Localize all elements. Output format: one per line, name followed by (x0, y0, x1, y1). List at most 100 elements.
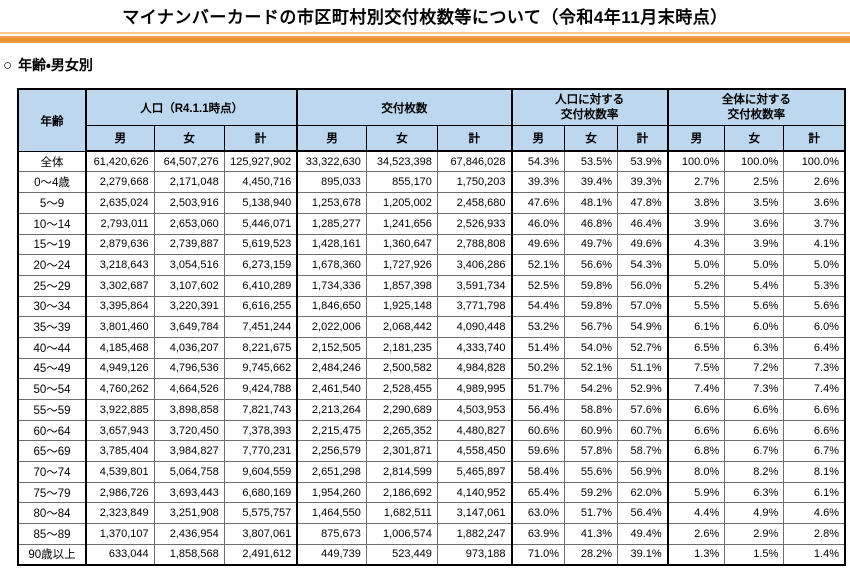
page-title: マイナンバーカードの市区町村別交付枚数等について（令和4年11月末時点） (122, 8, 728, 27)
value-cell: 1,360,647 (365, 233, 438, 256)
value-cell: 5,575,757 (223, 502, 298, 525)
age-cell: 70～74 (17, 461, 87, 483)
table-row: 25～29 3,302,687 3,107,602 6,410,289 1,734,33… (17, 274, 846, 297)
value-cell: 64,507,276 (153, 150, 225, 173)
table-row: 全体 61,420,626 64,507,276 125,927,902 33,322,… (17, 150, 846, 173)
value-cell: 5,446,071 (223, 212, 298, 235)
value-cell: 60.6% (510, 419, 566, 442)
subheader-male: 男 (296, 124, 367, 153)
value-cell: 5.2% (666, 274, 726, 297)
value-cell: 33,322,630 (296, 150, 367, 173)
value-cell: 4,949,126 (85, 357, 155, 380)
value-cell: 3,220,391 (153, 295, 225, 318)
accent-divider (0, 32, 850, 44)
value-cell: 41.3% (564, 523, 619, 545)
value-cell: 4.1% (783, 233, 846, 256)
value-cell: 9,604,559 (223, 461, 298, 483)
value-cell: 2,171,048 (153, 171, 225, 194)
value-cell: 2,793,011 (85, 212, 155, 235)
value-cell: 51.1% (617, 357, 669, 380)
value-cell: 1.4% (783, 543, 846, 566)
value-cell: 5.6% (783, 295, 846, 318)
table-row: 65～69 3,785,404 3,984,827 7,770,231 2,256,57… (17, 440, 846, 463)
header-rate-vs-total-group: 全体に対する 交付枚数率 (666, 88, 846, 126)
value-cell: 56.7% (564, 316, 619, 338)
value-cell: 1,006,574 (365, 523, 438, 545)
value-cell: 4,036,207 (153, 336, 225, 359)
age-cell: 65～69 (17, 440, 87, 463)
value-cell: 2,256,579 (296, 440, 367, 463)
age-cell: 25～29 (17, 274, 87, 297)
value-cell: 3.8% (666, 192, 726, 214)
value-cell: 60.9% (564, 419, 619, 442)
value-cell: 3.5% (724, 192, 785, 214)
value-cell: 5.5% (666, 295, 726, 318)
value-cell: 3,922,885 (85, 399, 155, 421)
age-cell: 15～19 (17, 233, 87, 256)
value-cell: 4,450,716 (223, 171, 298, 194)
value-cell: 5,465,897 (436, 461, 513, 483)
value-cell: 7.4% (783, 378, 846, 400)
value-cell: 54.0% (564, 336, 619, 359)
value-cell: 3,720,450 (153, 419, 225, 442)
value-cell: 28.2% (564, 543, 619, 566)
value-cell: 9,745,662 (223, 357, 298, 380)
value-cell: 973,188 (436, 543, 513, 566)
value-cell: 51.4% (510, 336, 566, 359)
value-cell: 52.9% (617, 378, 669, 400)
value-cell: 54.2% (564, 378, 619, 400)
value-cell: 58.4% (510, 461, 566, 483)
value-cell: 4,989,995 (436, 378, 513, 400)
value-cell: 2,879,636 (85, 233, 155, 256)
value-cell: 52.7% (617, 336, 669, 359)
header-population-group: 人口（R4.1.1時点） (85, 88, 298, 126)
value-cell: 1,954,260 (296, 481, 367, 504)
value-cell: 2,213,264 (296, 399, 367, 421)
value-cell: 875,673 (296, 523, 367, 545)
value-cell: 2,503,916 (153, 192, 225, 214)
value-cell: 2,290,689 (365, 399, 438, 421)
value-cell: 125,927,902 (223, 150, 298, 173)
value-cell: 2.6% (666, 523, 726, 545)
value-cell: 58.8% (564, 399, 619, 421)
value-cell: 3,251,908 (153, 502, 225, 525)
value-cell: 3,147,061 (436, 502, 513, 525)
subheader-total: 計 (223, 124, 298, 153)
value-cell: 2,022,006 (296, 316, 367, 338)
value-cell: 47.8% (617, 192, 669, 214)
value-cell: 1,464,550 (296, 502, 367, 525)
table-body: 全体 61,420,626 64,507,276 125,927,902 33,322,… (17, 150, 846, 566)
value-cell: 53.5% (564, 150, 619, 173)
value-cell: 7,451,244 (223, 316, 298, 338)
value-cell: 59.8% (564, 274, 619, 297)
value-cell: 6.6% (666, 419, 726, 442)
value-cell: 1,727,926 (365, 254, 438, 276)
value-cell: 1,241,656 (365, 212, 438, 235)
value-cell: 6.3% (724, 481, 785, 504)
table-row: 0～4歳 2,279,668 2,171,048 4,450,716 895,033 85… (17, 171, 846, 194)
value-cell: 71.0% (510, 543, 566, 566)
value-cell: 49.6% (510, 233, 566, 256)
subheader-male: 男 (666, 124, 726, 153)
value-cell: 4,760,262 (85, 378, 155, 400)
value-cell: 3.7% (783, 212, 846, 235)
value-cell: 56.0% (617, 274, 669, 297)
value-cell: 54.9% (617, 316, 669, 338)
value-cell: 6,616,255 (223, 295, 298, 318)
value-cell: 523,449 (365, 543, 438, 566)
table-row: 70～74 4,539,801 5,064,758 9,604,559 2,651,29… (17, 461, 846, 483)
value-cell: 4,480,827 (436, 419, 513, 442)
age-cell: 30～34 (17, 295, 87, 318)
value-cell: 56.4% (510, 399, 566, 421)
value-cell: 855,170 (365, 171, 438, 194)
value-cell: 4,140,952 (436, 481, 513, 504)
value-cell: 4,664,526 (153, 378, 225, 400)
value-cell: 3,693,443 (153, 481, 225, 504)
value-cell: 100.0% (783, 150, 846, 173)
value-cell: 633,044 (85, 543, 155, 566)
value-cell: 2,068,442 (365, 316, 438, 338)
subheader-male: 男 (510, 124, 566, 153)
value-cell: 4,185,468 (85, 336, 155, 359)
value-cell: 1,285,277 (296, 212, 367, 235)
value-cell: 4,503,953 (436, 399, 513, 421)
